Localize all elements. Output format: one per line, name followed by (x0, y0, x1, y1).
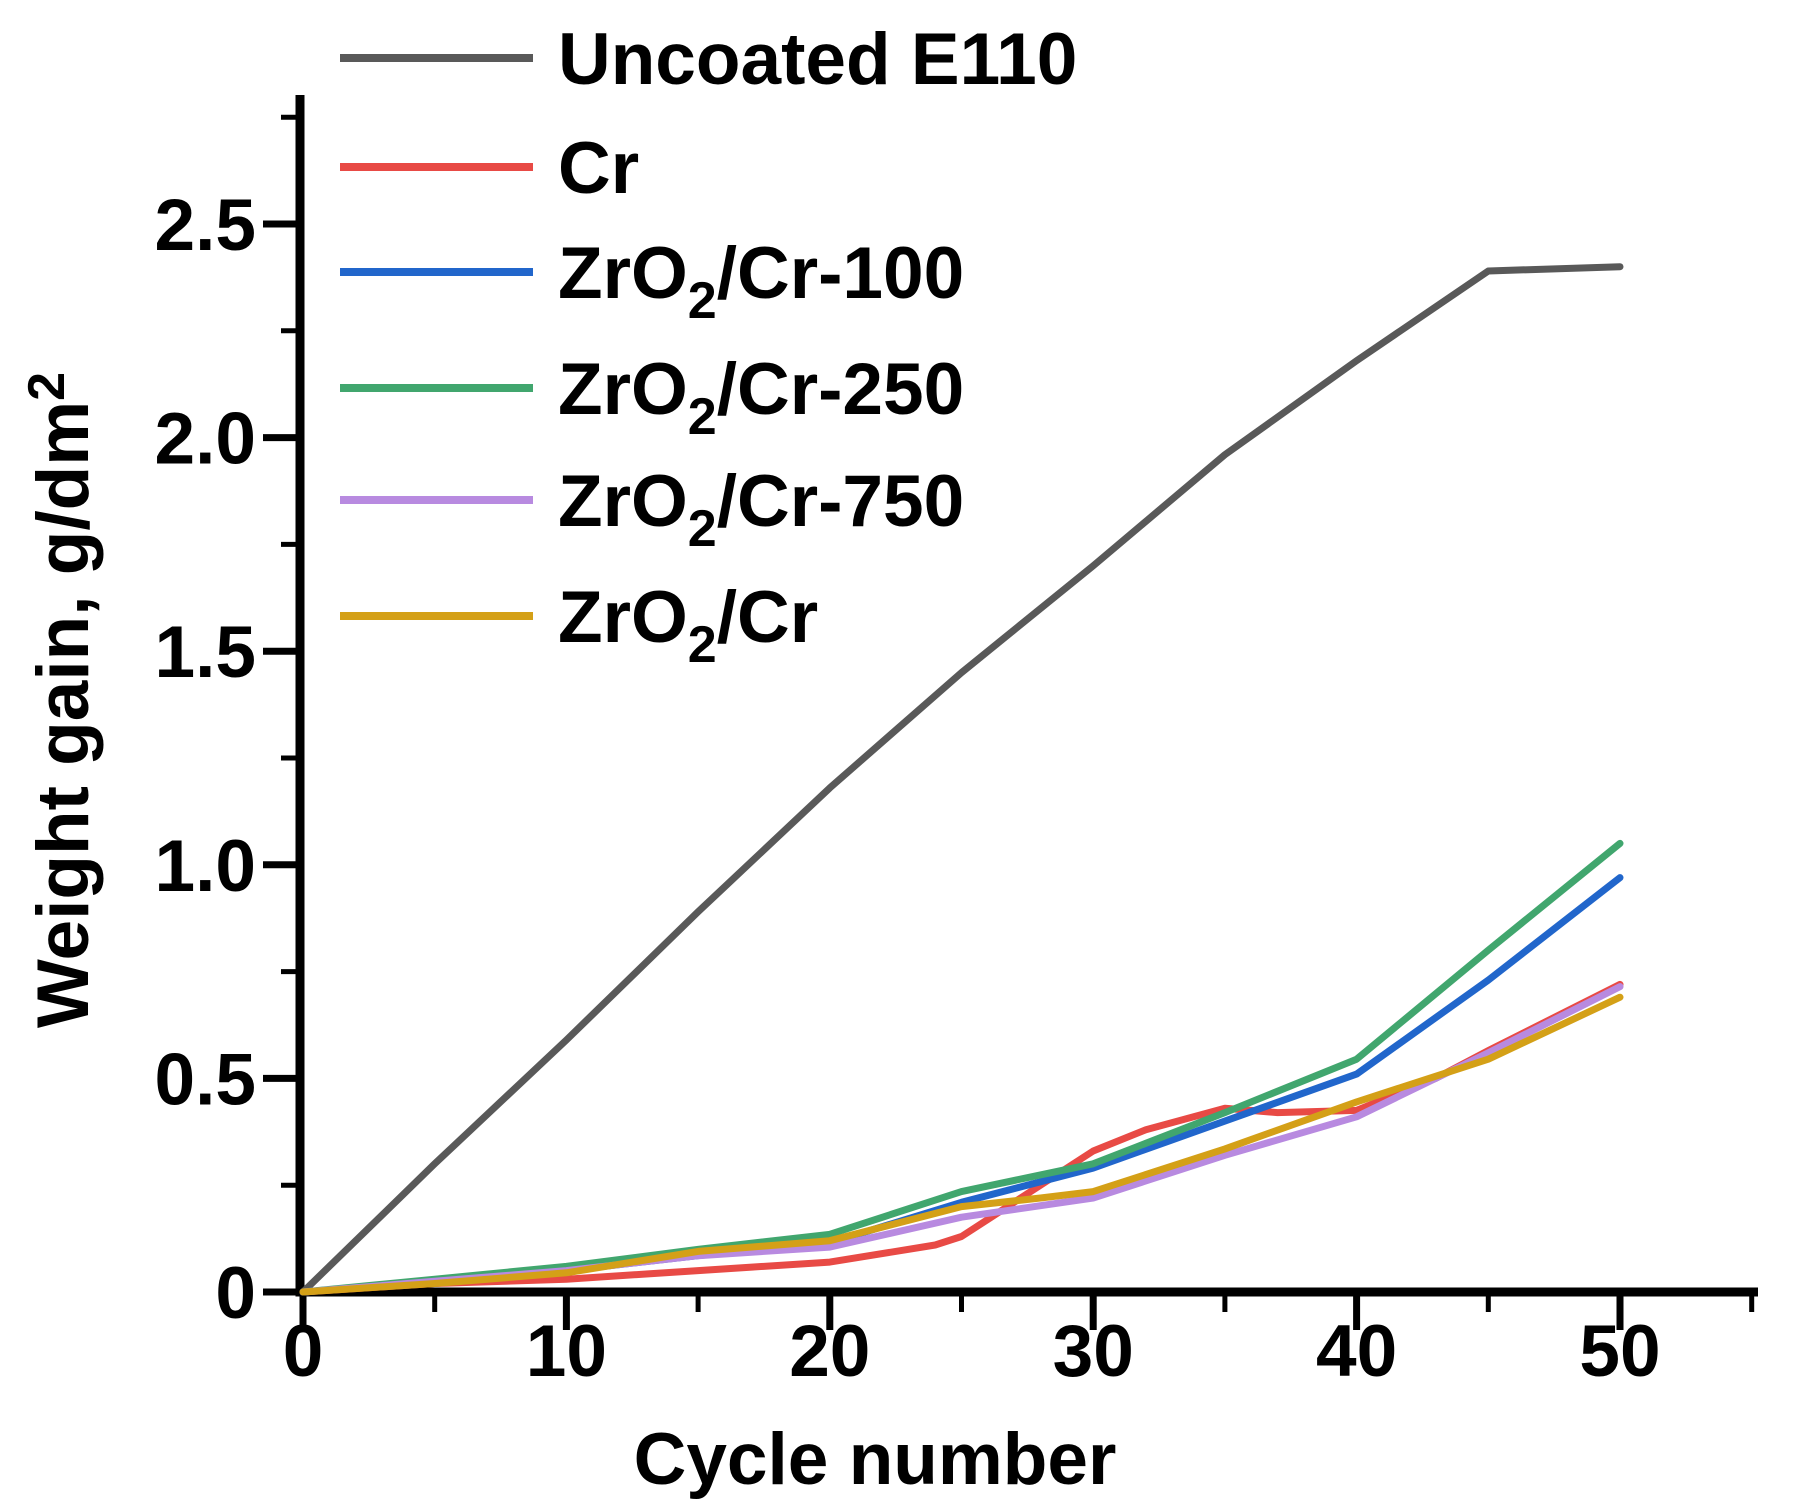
x-tick-label: 30 (1053, 1311, 1134, 1392)
y-axis-title-main: Weight gain, g/dm (23, 401, 104, 1028)
x-tick-label: 40 (1316, 1311, 1397, 1392)
x-tick-label: 50 (1579, 1311, 1660, 1392)
x-axis-title: Cycle number (634, 1419, 1117, 1500)
series-line-uncoated-e110 (299, 263, 1624, 1296)
series-line-zro-cr-750 (299, 983, 1624, 1296)
series-line-zro-cr (299, 993, 1624, 1296)
legend-item-uncoated-e110: Uncoated E110 (340, 19, 1077, 100)
x-tick-label: 20 (789, 1311, 870, 1392)
y-tick-label: 2.5 (155, 185, 256, 266)
y-axis-title-superscript: 2 (18, 372, 76, 401)
legend-label-zro2-cr-750: ZrO2/Cr-750 (558, 461, 964, 558)
y-tick-label: 1.0 (155, 826, 256, 907)
y-tick-label: 2.0 (155, 399, 256, 480)
legend-label-zro2-cr: ZrO2/Cr (558, 577, 818, 674)
x-tick-label: 10 (526, 1311, 607, 1392)
series-lines (299, 263, 1624, 1296)
legend-label-uncoated-e110: Uncoated E110 (558, 19, 1077, 100)
legend-label-zro2-cr-100: ZrO2/Cr-100 (558, 233, 964, 330)
axis-ticks (263, 114, 1755, 1330)
legend-item-zro2-cr-100: ZrO2/Cr-100 (340, 233, 964, 330)
legend-item-zro2-cr-750: ZrO2/Cr-750 (340, 461, 964, 558)
legend-label-zro2-cr-250: ZrO2/Cr-250 (558, 349, 964, 446)
legend: Uncoated E110 Cr ZrO2/Cr-100 ZrO2/Cr-250… (340, 19, 1077, 674)
series-line-zro-cr-250 (299, 839, 1624, 1296)
y-tick-label: 1.5 (155, 612, 256, 693)
x-tick-label: 0 (283, 1311, 324, 1392)
legend-item-zro2-cr-250: ZrO2/Cr-250 (340, 349, 964, 446)
legend-item-zro2-cr: ZrO2/Cr (340, 577, 818, 674)
axis-tick-labels: 0 10 20 30 40 50 0 0.5 1.0 1.5 2.0 2.5 (155, 185, 1661, 1392)
y-tick-label: 0 (215, 1253, 256, 1334)
y-tick-label: 0.5 (155, 1039, 256, 1120)
legend-item-cr: Cr (340, 128, 639, 209)
y-axis-title: Weight gain, g/dm2 (18, 372, 104, 1028)
legend-label-cr: Cr (558, 128, 639, 209)
